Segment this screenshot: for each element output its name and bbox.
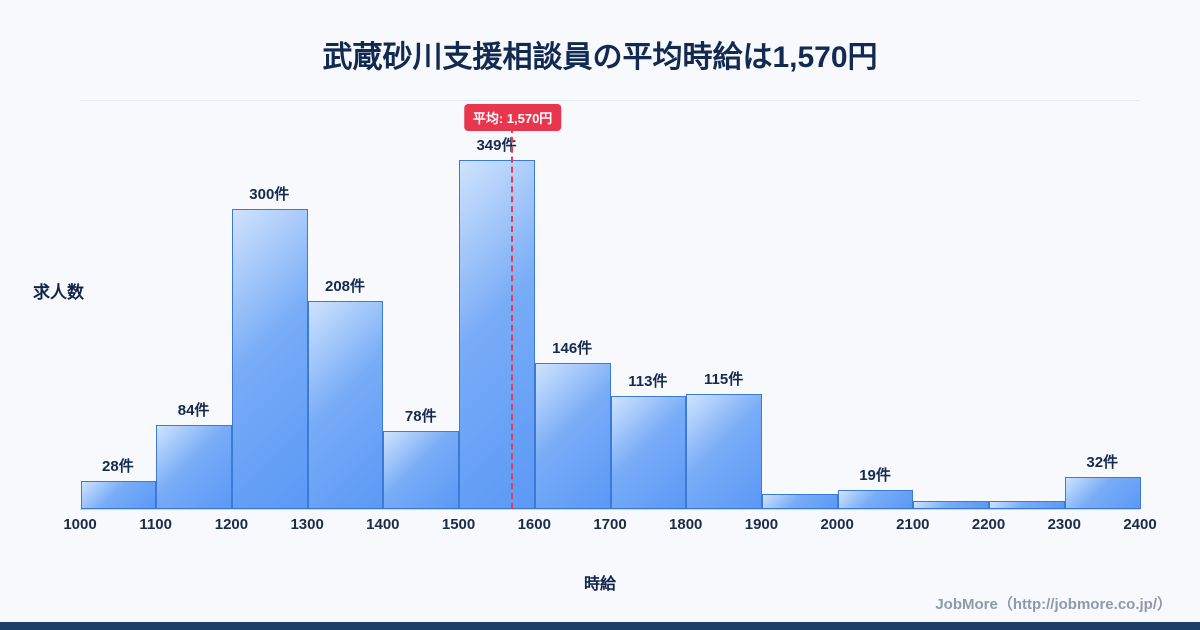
histogram-bar[interactable] <box>913 501 990 509</box>
x-tick-label: 2300 <box>1047 516 1081 533</box>
bar-value-label: 32件 <box>1086 454 1119 471</box>
bar-cell: 113件 <box>610 101 687 509</box>
histogram-bar[interactable] <box>534 363 611 509</box>
histogram-bar[interactable] <box>989 501 1065 509</box>
x-tick-label: 1100 <box>139 516 172 533</box>
x-ticks: 1000 1100 1200 1300 1400 1500 1600 1700 1800 1900… <box>63 516 1156 536</box>
bar-cell: 19件 <box>837 101 914 509</box>
bar-cell: 208件 <box>307 101 384 509</box>
x-tick-label: 1300 <box>290 516 324 533</box>
x-tick-label: 2100 <box>896 516 930 533</box>
x-tick-label: 2400 <box>1123 516 1157 533</box>
histogram-bar[interactable] <box>761 494 838 509</box>
x-tick-label: 1900 <box>744 516 779 533</box>
bar-value-label: 146件 <box>552 340 593 357</box>
x-axis-title: 時給 <box>583 576 616 593</box>
histogram-bar[interactable] <box>610 396 687 509</box>
chart-plot-area: 28件 84件 300件 208件 78件 349件 146件 113件 115件 19件 32件 … <box>80 100 1141 510</box>
x-tick-label: 1000 <box>63 516 97 533</box>
bar-value-label: 28件 <box>102 458 134 475</box>
x-tick-label: 1800 <box>669 516 703 533</box>
x-tick-label: 2200 <box>971 516 1006 533</box>
histogram-bar[interactable] <box>1064 477 1141 509</box>
bar-value-label: 113件 <box>628 373 668 390</box>
histogram-bar[interactable] <box>80 481 157 509</box>
bar-cell: 78件 <box>383 101 460 509</box>
x-tick-label: 1700 <box>593 516 627 533</box>
histogram-bar[interactable] <box>459 160 535 509</box>
bars: 28件 84件 300件 208件 78件 349件 146件 113件 115件 19件 32件 <box>80 101 1141 509</box>
bar-value-label: 300件 <box>249 186 290 203</box>
histogram-bar[interactable] <box>156 425 232 509</box>
bar-cell: 300件 <box>231 101 308 509</box>
x-tick-label: 2000 <box>820 516 854 533</box>
bar-value-label: 349件 <box>476 137 517 154</box>
average-line: 平均: 1,570円 <box>463 104 562 509</box>
bar-value-label: 19件 <box>859 467 891 484</box>
x-tick-label: 1200 <box>214 516 249 533</box>
bar-cell: 146件 <box>534 101 611 509</box>
bar-value-label: 84件 <box>177 402 210 419</box>
x-tick-label: 1600 <box>517 516 551 533</box>
bar-cell: 349件 <box>459 101 535 509</box>
histogram-bar[interactable] <box>837 490 914 509</box>
page-title: 武蔵砂川支援相談員の平均時給は1,570円 <box>322 41 878 74</box>
bar-cell: 32件 <box>1064 101 1141 509</box>
bottom-accent-bar <box>0 622 1200 630</box>
histogram-bar[interactable] <box>231 209 308 509</box>
bar-value-label: 115件 <box>704 371 744 388</box>
bar-cell <box>913 101 990 509</box>
bar-cell: 115件 <box>686 101 762 509</box>
x-tick-label: 1500 <box>441 516 476 533</box>
bar-cell <box>989 101 1065 509</box>
histogram-bar[interactable] <box>686 394 762 509</box>
histogram-bar[interactable] <box>307 301 384 509</box>
footer-credit: JobMore（http://jobmore.co.jp/） <box>935 596 1172 613</box>
bar-cell <box>761 101 838 509</box>
bar-cell: 84件 <box>156 101 232 509</box>
bar-cell: 28件 <box>80 101 157 509</box>
bar-value-label: 208件 <box>325 278 366 295</box>
bar-value-label: 78件 <box>404 408 437 425</box>
x-tick-label: 1400 <box>366 516 400 533</box>
y-axis-title: 求人数 <box>33 283 84 302</box>
average-badge: 平均: 1,570円 <box>463 104 562 131</box>
histogram-bar[interactable] <box>383 431 460 509</box>
